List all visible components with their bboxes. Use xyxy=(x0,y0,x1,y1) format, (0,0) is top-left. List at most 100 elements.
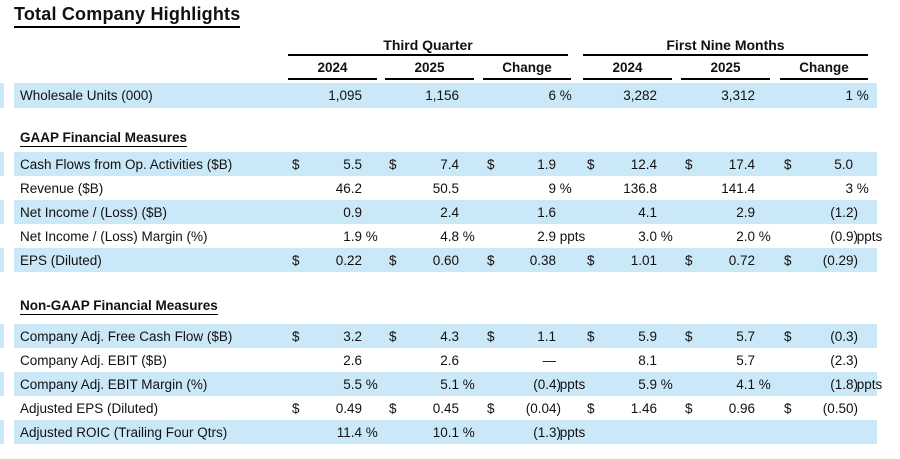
row-left-gap xyxy=(4,372,14,396)
cell-value: 0.22 xyxy=(335,252,362,268)
row-left-gap xyxy=(4,152,14,176)
cell-q3-2024: 11.4 % xyxy=(288,424,378,440)
cell-value: (1.8) xyxy=(830,376,858,392)
cell-value: 8.1 xyxy=(638,352,657,368)
cell-q3-2024: $3.2 xyxy=(288,329,377,344)
cell-value: (2.3) xyxy=(830,352,858,368)
cell-value: 5.7 xyxy=(736,352,755,368)
cell-value: 4.1 xyxy=(736,376,755,392)
cell-9m-change: (1.8) ppts xyxy=(780,376,882,392)
row-edge-sliver xyxy=(0,324,4,348)
row-label: Company Adj. EBIT ($B) xyxy=(20,352,167,368)
cell-value: (0.04) xyxy=(525,400,561,416)
cell-9m-2025: $5.7 xyxy=(681,329,770,344)
currency-symbol: $ xyxy=(784,328,792,344)
currency-symbol: $ xyxy=(389,252,397,268)
cell-q3-2025: $7.4 xyxy=(385,157,474,172)
table-row: EPS (Diluted) $0.22 $0.60 $0.38 $1.01 $0.72 $(… xyxy=(0,248,900,272)
cell-9m-2024: 3,282 xyxy=(583,88,672,103)
cell-9m-change: $ (0.50) xyxy=(780,401,868,416)
cell-value: 5.5 xyxy=(343,156,362,172)
currency-symbol: $ xyxy=(587,156,595,172)
cell-value: 136.8 xyxy=(623,180,657,196)
column-header-9m-change: Change xyxy=(780,59,868,80)
cell-unit-suffix: % xyxy=(755,376,771,392)
cell-q3-2024: $0.22 xyxy=(288,253,377,268)
cell-q3-2025: $0.60 xyxy=(385,253,474,268)
table-row: Company Adj. EBIT ($B) 2.6 2.6 — 8.1 5.7 (2.3) xyxy=(0,348,900,372)
column-header-9m-2024: 2024 xyxy=(583,59,672,80)
currency-symbol: $ xyxy=(389,328,397,344)
cell-q3-2024: $5.5 xyxy=(288,157,377,172)
cell-value: 3 xyxy=(845,180,853,196)
page-title-text: Total Company Highlights xyxy=(14,4,241,28)
cell-9m-change: (0.9) ppts xyxy=(780,228,882,244)
cell-value: 6 xyxy=(548,88,556,103)
row-left-gap xyxy=(4,324,14,348)
cell-unit-suffix: % xyxy=(556,180,572,196)
row-band: EPS (Diluted) $0.22 $0.60 $0.38 $1.01 $0.72 $(… xyxy=(14,248,877,272)
cell-q3-2024: 5.5 % xyxy=(288,376,378,392)
cell-9m-2025: $0.72 xyxy=(681,253,770,268)
cell-value: 3,312 xyxy=(721,88,755,103)
cell-q3-change: (0.4) ppts xyxy=(483,376,585,392)
cell-value: 5.9 xyxy=(638,328,657,344)
column-header-q3-2025: 2025 xyxy=(385,59,474,80)
cell-9m-2024: $12.4 xyxy=(583,157,672,172)
row-label: Cash Flows from Op. Activities ($B) xyxy=(20,156,233,172)
cell-q3-2025: 10.1 % xyxy=(385,424,475,440)
cell-unit-suffix: % xyxy=(459,424,475,440)
cell-value: 11.4 xyxy=(336,424,362,440)
cell-value: 1.9 xyxy=(343,228,362,244)
row-edge-sliver xyxy=(0,83,4,108)
cell-value: 0.72 xyxy=(728,252,755,268)
cell-9m-2024: 8.1 xyxy=(583,353,672,368)
currency-symbol: $ xyxy=(389,156,397,172)
cell-value: (0.9) xyxy=(830,228,858,244)
table-row: Net Income / (Loss) ($B) 0.9 2.4 1.6 4.1 2.9 (… xyxy=(0,200,900,224)
cell-q3-change: — xyxy=(483,353,571,368)
cell-value: 0.49 xyxy=(335,400,362,416)
table-row: Wholesale Units (000) 1,095 1,156 6 % 3,282 3… xyxy=(0,83,900,108)
cell-9m-2025: 3,312 xyxy=(681,88,770,103)
currency-symbol: $ xyxy=(587,252,595,268)
cell-value: 0.9 xyxy=(343,204,362,220)
cell-value: 1.1 xyxy=(537,328,556,344)
cell-value: 5.5 xyxy=(343,376,362,392)
cell-value: 2.9 xyxy=(736,204,755,220)
cell-value: (0.29) xyxy=(822,252,858,268)
currency-symbol: $ xyxy=(685,156,693,172)
table-row: Adjusted EPS (Diluted) $0.49 $0.45 $ (0.04) $… xyxy=(0,396,900,420)
currency-symbol: $ xyxy=(587,400,595,416)
row-edge-sliver xyxy=(0,200,4,224)
cell-9m-change: (1.2) xyxy=(780,205,868,220)
cell-q3-2025: 5.1 % xyxy=(385,376,475,392)
row-label: Company Adj. EBIT Margin (%) xyxy=(20,376,208,392)
currency-symbol: $ xyxy=(487,328,495,344)
currency-symbol: $ xyxy=(292,156,300,172)
cell-unit-suffix: % xyxy=(657,376,673,392)
cell-value: 3,282 xyxy=(623,88,657,103)
cell-value: 1.6 xyxy=(537,204,556,220)
cell-q3-2024: 1,095 xyxy=(288,88,377,103)
currency-symbol: $ xyxy=(292,252,300,268)
row-left-gap xyxy=(4,83,14,108)
cell-value: (0.50) xyxy=(822,400,858,416)
cell-unit-suffix: % xyxy=(459,376,475,392)
cell-value: 5.1 xyxy=(440,376,459,392)
row-left-gap xyxy=(4,348,14,372)
cell-value: (0.4) xyxy=(533,376,561,392)
cell-value: 4.8 xyxy=(440,228,459,244)
cell-9m-2025: 2.9 xyxy=(681,205,770,220)
cell-q3-change: 9 % xyxy=(483,181,571,196)
cell-value: 2.6 xyxy=(440,352,459,368)
cell-9m-2025: 141.4 xyxy=(681,181,770,196)
cell-9m-change: $5.0 xyxy=(780,157,868,172)
row-label: Wholesale Units (000) xyxy=(20,88,153,103)
currency-symbol: $ xyxy=(685,328,693,344)
cell-q3-2024: 46.2 xyxy=(288,181,377,196)
cell-value: 1,095 xyxy=(328,88,362,103)
currency-symbol: $ xyxy=(487,252,495,268)
cell-value: 141.4 xyxy=(721,180,755,196)
cell-unit-suffix: % xyxy=(459,228,475,244)
